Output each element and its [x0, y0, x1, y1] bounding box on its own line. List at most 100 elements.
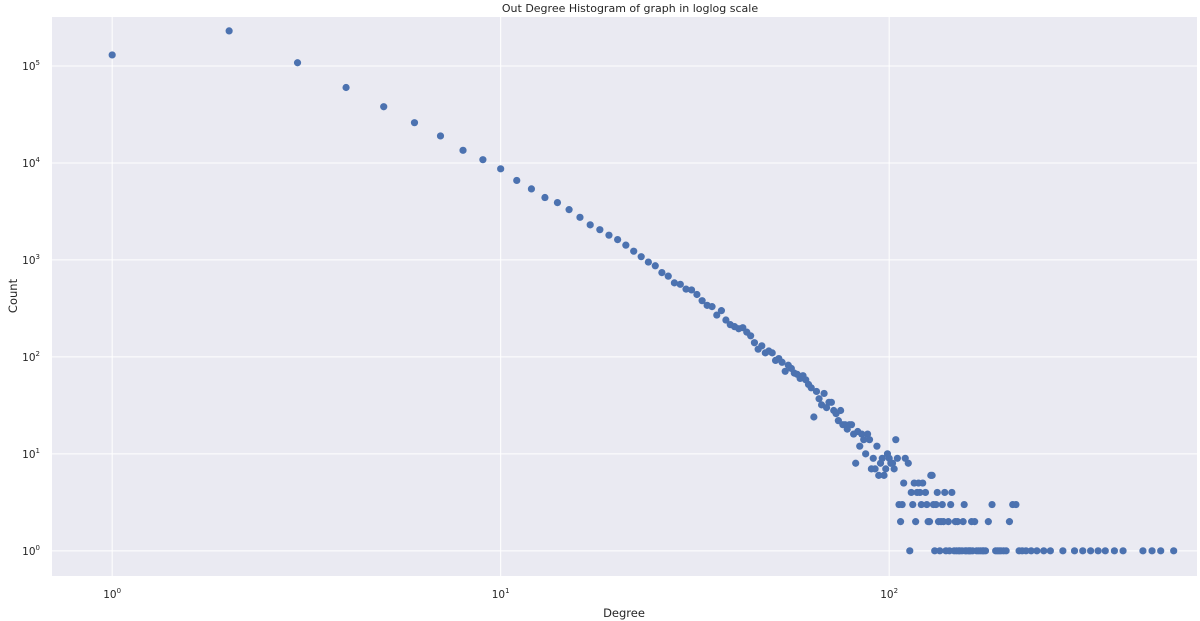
y-axis-label: Count	[6, 278, 20, 313]
data-point	[865, 436, 874, 444]
x-tick-label: 102	[880, 587, 898, 601]
data-point	[1027, 547, 1035, 555]
data-point	[875, 471, 883, 479]
data-point	[459, 146, 467, 154]
data-point	[293, 59, 302, 67]
data-point	[380, 103, 388, 111]
data-point	[1022, 547, 1030, 555]
data-point	[984, 518, 992, 526]
y-tick-label: 104	[22, 156, 40, 170]
data-point	[1087, 547, 1095, 555]
data-point	[1119, 547, 1127, 555]
data-point	[862, 450, 870, 458]
data-point	[553, 199, 562, 207]
data-point	[1033, 547, 1041, 555]
data-point	[959, 518, 967, 526]
data-point	[948, 488, 956, 497]
data-point	[108, 51, 116, 59]
data-point	[682, 285, 690, 293]
data-point	[698, 297, 706, 305]
data-point	[664, 272, 672, 280]
data-point	[722, 316, 730, 324]
data-point	[906, 547, 914, 555]
data-point	[586, 221, 594, 229]
data-point	[882, 465, 890, 473]
plot-area	[52, 17, 1197, 576]
x-axis-ticks: 100 101 102	[103, 587, 898, 601]
data-point	[1012, 500, 1020, 509]
y-tick-label: 105	[22, 59, 40, 73]
data-point	[1059, 547, 1067, 555]
data-point	[941, 488, 949, 497]
data-point	[815, 395, 823, 403]
data-point	[900, 479, 908, 487]
data-point	[888, 459, 897, 467]
data-point	[693, 290, 701, 299]
data-point	[837, 406, 845, 415]
data-point	[1079, 547, 1087, 555]
data-point	[856, 442, 864, 450]
data-point	[687, 286, 696, 294]
data-point	[893, 454, 901, 462]
data-point	[916, 488, 924, 497]
data-point	[1148, 547, 1156, 555]
data-point	[921, 488, 930, 497]
data-point	[565, 206, 573, 214]
data-point	[925, 518, 934, 526]
data-point	[479, 156, 487, 164]
data-point	[960, 500, 968, 509]
data-point	[1170, 547, 1178, 555]
data-point	[919, 479, 927, 487]
data-point	[1040, 547, 1048, 555]
data-point	[644, 258, 652, 266]
data-points	[108, 27, 1178, 555]
data-point	[912, 518, 920, 526]
data-point	[931, 547, 939, 555]
data-point	[1094, 547, 1102, 555]
data-point	[869, 454, 877, 462]
data-point	[1110, 547, 1119, 555]
data-point	[898, 500, 906, 509]
data-point	[1046, 547, 1054, 555]
data-point	[944, 518, 952, 526]
data-point	[923, 500, 931, 509]
data-point	[778, 358, 786, 366]
data-point	[953, 518, 962, 526]
data-point	[708, 303, 716, 311]
data-point	[981, 547, 990, 555]
data-point	[933, 488, 941, 497]
data-point	[971, 518, 979, 526]
data-point	[928, 471, 936, 479]
data-point	[750, 339, 759, 347]
data-point	[932, 500, 940, 509]
data-point	[622, 241, 630, 249]
data-point	[938, 500, 946, 509]
data-point	[541, 193, 549, 202]
y-tick-label: 102	[22, 350, 40, 364]
data-point	[670, 279, 678, 287]
data-point	[812, 387, 821, 396]
data-point	[1002, 547, 1010, 555]
data-point	[1157, 547, 1165, 555]
data-point	[630, 247, 638, 255]
data-point	[781, 367, 789, 375]
x-tick-label: 100	[103, 587, 121, 601]
data-point	[896, 518, 905, 526]
chart-title: Out Degree Histogram of graph in loglog …	[502, 2, 758, 15]
data-point	[342, 83, 350, 92]
data-point	[820, 389, 828, 398]
data-point	[860, 436, 868, 444]
data-point	[873, 442, 881, 450]
data-point	[988, 500, 996, 509]
data-point	[527, 185, 536, 193]
data-point	[858, 430, 866, 438]
data-point	[852, 459, 860, 467]
data-point	[878, 454, 886, 462]
data-point	[717, 307, 726, 315]
data-point	[871, 465, 879, 473]
data-point	[892, 436, 900, 444]
data-point	[909, 500, 917, 509]
data-point	[1139, 547, 1147, 555]
data-point	[758, 342, 766, 350]
data-point	[596, 226, 604, 234]
